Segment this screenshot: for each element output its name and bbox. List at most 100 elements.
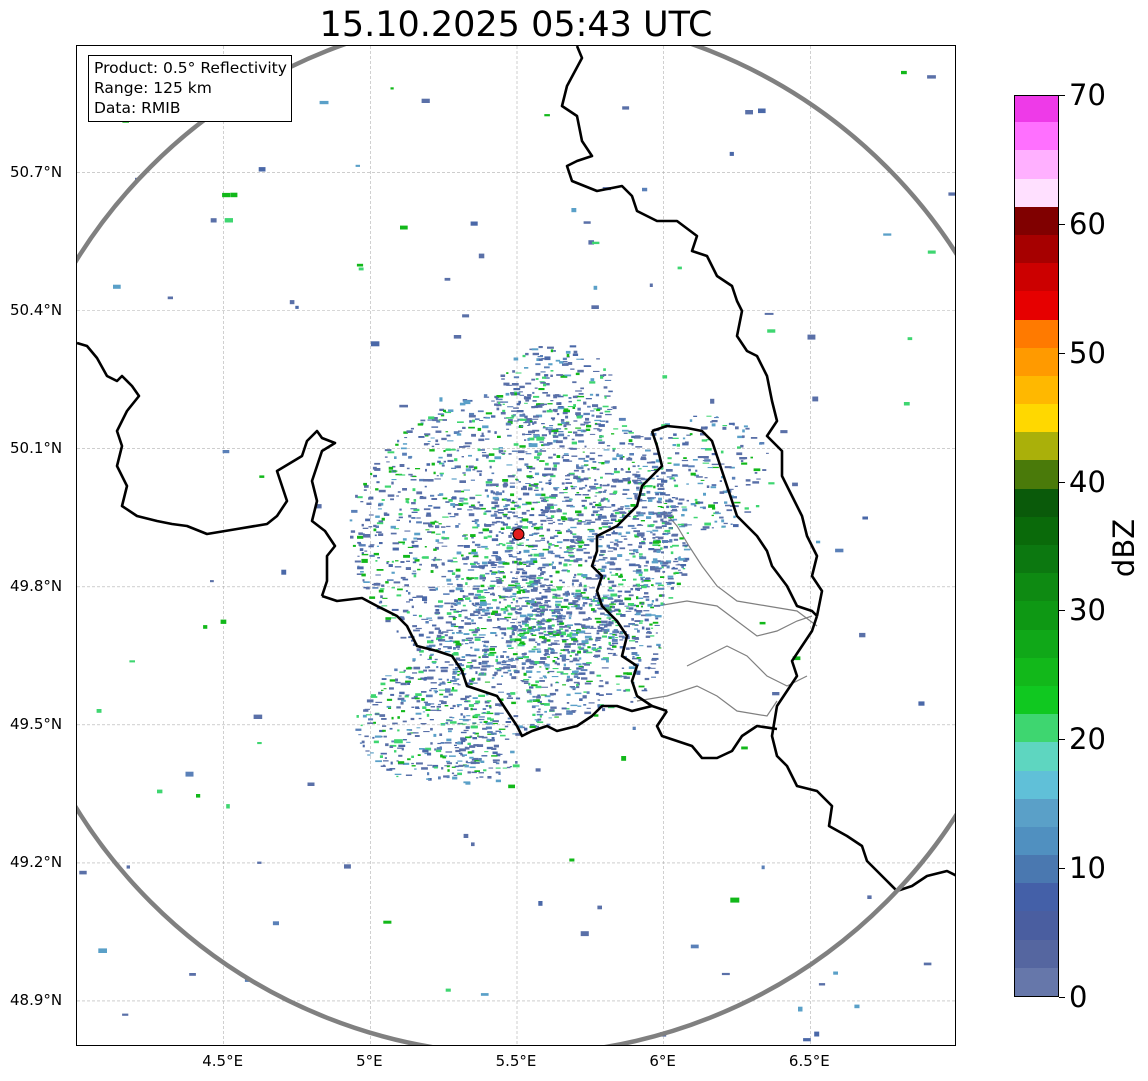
echo-pixel bbox=[618, 575, 623, 578]
echo-pixel bbox=[443, 695, 449, 698]
echo-pixel bbox=[516, 609, 522, 611]
echo-pixel bbox=[641, 536, 644, 538]
country-borders bbox=[77, 46, 955, 893]
echo-pixel bbox=[579, 487, 583, 490]
echo-pixel bbox=[646, 516, 652, 519]
echo-pixel bbox=[437, 616, 444, 620]
echo-pixel bbox=[721, 525, 726, 528]
echo-pixel bbox=[532, 391, 535, 394]
echo-pixel bbox=[607, 499, 610, 503]
colorbar-segment bbox=[1015, 572, 1058, 602]
echo-pixel bbox=[572, 535, 580, 539]
echo-pixel bbox=[634, 536, 639, 538]
echo-pixel bbox=[470, 221, 478, 226]
echo-pixel bbox=[574, 573, 577, 577]
echo-pixel bbox=[531, 609, 537, 612]
echo-pixel bbox=[527, 613, 533, 617]
echo-pixel bbox=[379, 755, 383, 758]
echo-pixel bbox=[648, 477, 655, 480]
echo-pixel bbox=[472, 634, 477, 636]
echo-pixel bbox=[503, 485, 507, 488]
echo-pixel bbox=[524, 575, 527, 577]
echo-pixel bbox=[566, 546, 571, 549]
echo-pixel bbox=[547, 346, 554, 349]
echo-pixel bbox=[587, 468, 590, 471]
echo-pixel bbox=[562, 454, 569, 456]
echo-pixel bbox=[457, 545, 464, 547]
echo-pixel bbox=[744, 507, 749, 510]
echo-pixel bbox=[633, 697, 636, 699]
echo-pixel bbox=[548, 632, 554, 635]
echo-pixel bbox=[577, 536, 583, 540]
echo-pixel bbox=[556, 629, 561, 632]
echo-pixel bbox=[507, 434, 512, 437]
echo-pixel bbox=[612, 634, 617, 636]
echo-pixel bbox=[620, 675, 627, 678]
echo-pixel bbox=[629, 549, 636, 551]
echo-pixel bbox=[407, 682, 411, 685]
echo-pixel bbox=[481, 755, 488, 757]
echo-pixel bbox=[681, 573, 688, 576]
echo-pixel bbox=[465, 719, 471, 721]
echo-pixel bbox=[628, 563, 636, 567]
echo-pixel bbox=[495, 771, 501, 774]
echo-pixel bbox=[696, 476, 703, 478]
echo-pixel bbox=[607, 550, 614, 552]
echo-pixel bbox=[525, 575, 532, 579]
radar-map[interactable] bbox=[76, 45, 956, 1046]
echo-pixel bbox=[514, 523, 518, 526]
radar-site-marker[interactable] bbox=[512, 528, 525, 541]
echo-pixel bbox=[398, 541, 405, 544]
echo-pixel bbox=[470, 683, 473, 685]
echo-pixel bbox=[671, 534, 678, 537]
colorbar-segment bbox=[1015, 910, 1058, 940]
echo-pixel bbox=[599, 627, 605, 629]
echo-pixel bbox=[433, 558, 436, 562]
echo-pixel bbox=[412, 732, 419, 734]
echo-pixel bbox=[454, 678, 458, 681]
echo-pixel bbox=[712, 507, 716, 510]
echo-pixel bbox=[567, 435, 570, 437]
echo-pixel bbox=[562, 615, 566, 618]
echo-pixel bbox=[608, 547, 615, 549]
echo-pixel bbox=[555, 713, 562, 716]
echo-pixel bbox=[605, 623, 612, 627]
echo-pixel bbox=[574, 673, 581, 675]
echo-pixel bbox=[375, 515, 380, 518]
echo-pixel bbox=[722, 426, 727, 430]
echo-pixel bbox=[612, 530, 615, 533]
echo-pixel bbox=[532, 544, 538, 548]
echo-pixel bbox=[430, 688, 438, 690]
echo-pixel bbox=[612, 605, 615, 609]
colorbar-segment bbox=[1015, 488, 1058, 517]
echo-pixel bbox=[521, 620, 528, 623]
echo-pixel bbox=[609, 568, 616, 570]
echo-pixel bbox=[546, 605, 552, 608]
echo-pixel bbox=[513, 443, 519, 446]
echo-pixel bbox=[533, 579, 540, 583]
echo-pixel bbox=[455, 657, 461, 661]
echo-pixel bbox=[594, 495, 597, 497]
echo-pixel bbox=[570, 485, 574, 488]
echo-pixel bbox=[471, 758, 475, 761]
echo-pixel bbox=[502, 767, 508, 769]
echo-pixel bbox=[572, 381, 577, 384]
echo-pixel bbox=[491, 501, 498, 504]
echo-pixel bbox=[496, 669, 502, 672]
map-canvas[interactable] bbox=[77, 46, 956, 1046]
echo-pixel bbox=[636, 489, 642, 491]
echo-pixel bbox=[468, 505, 476, 508]
echo-pixel bbox=[436, 709, 442, 712]
echo-pixel bbox=[651, 584, 654, 586]
echo-pixel bbox=[599, 462, 602, 464]
echo-pixel bbox=[584, 464, 589, 466]
echo-pixel bbox=[572, 406, 576, 409]
echo-pixel bbox=[668, 498, 671, 501]
echo-pixel bbox=[553, 630, 557, 633]
echo-pixel bbox=[652, 544, 659, 546]
echo-pixel bbox=[529, 661, 535, 664]
echo-pixel bbox=[607, 615, 611, 617]
echo-pixel bbox=[441, 526, 446, 528]
echo-pixel bbox=[563, 409, 570, 412]
echo-pixel bbox=[604, 410, 611, 413]
